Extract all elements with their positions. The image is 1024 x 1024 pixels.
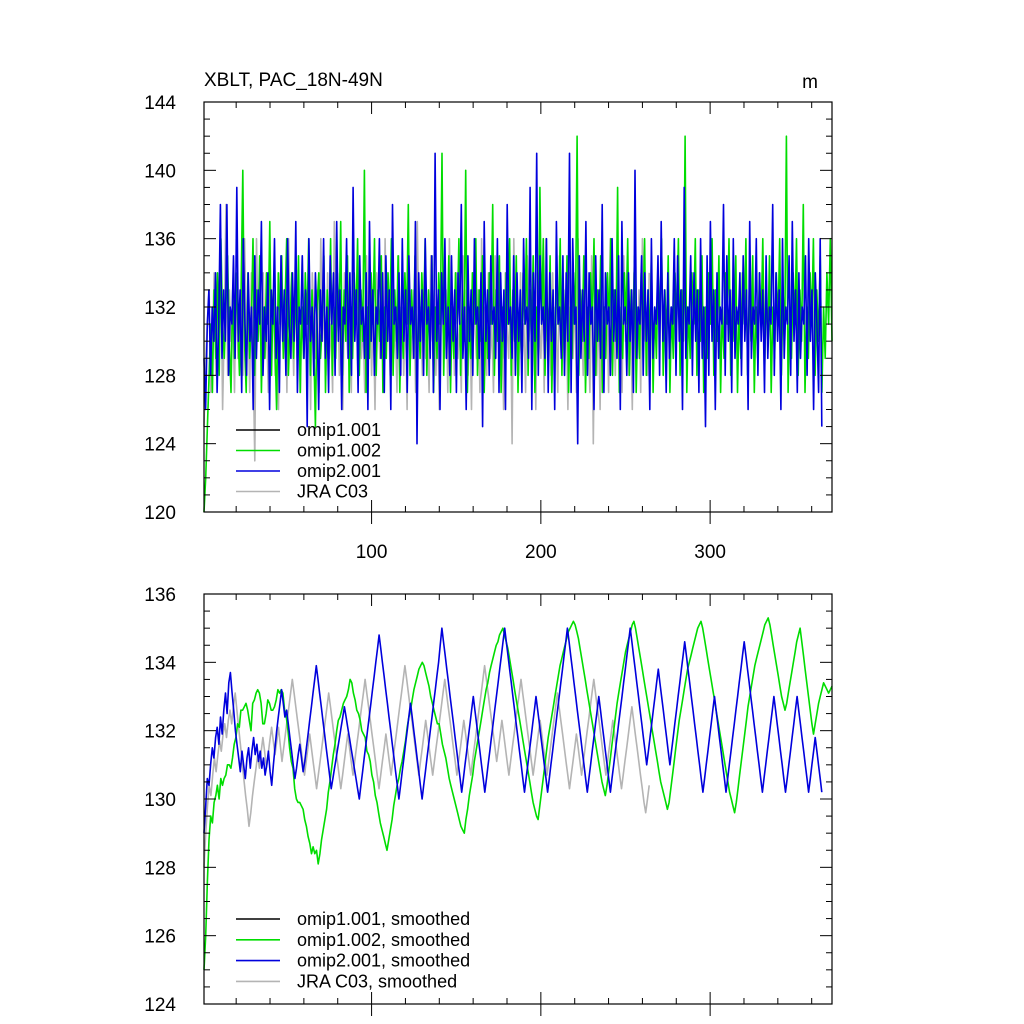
top-xtick-label: 100 — [356, 542, 388, 563]
bottom-legend-label: omip1.002, smoothed — [297, 930, 470, 950]
bottom-ytick-label: 136 — [144, 585, 176, 606]
bottom-plot-frame — [203, 593, 833, 1005]
bottom-legend-label: JRA C03, smoothed — [297, 971, 457, 991]
bottom-ytick-label: 132 — [144, 722, 176, 743]
bottom-ytick-label: 130 — [144, 790, 176, 811]
bottom-ticks: 124 126 128 130 132 134 136 — [144, 585, 832, 1016]
top-panel: XBLT, PAC_18N-49N m 120 124 128 132 136 140 14… — [144, 70, 833, 563]
bottom-ytick-label: 128 — [144, 858, 176, 879]
top-xtick-label: 300 — [694, 542, 726, 563]
top-ytick-label: 120 — [144, 503, 176, 524]
bottom-series-line-3 — [203, 664, 650, 868]
top-ytick-label: 132 — [144, 298, 176, 319]
top-ticks: 120 124 128 132 136 140 144 100 200 300 — [144, 93, 832, 563]
top-legend-label: omip2.001 — [297, 461, 381, 481]
top-series-lines — [203, 135, 833, 513]
bottom-legend-label: omip1.001, smoothed — [297, 909, 470, 929]
top-ytick-label: 128 — [144, 366, 176, 387]
top-ytick-label: 124 — [144, 435, 176, 456]
top-plot-frame — [203, 101, 833, 513]
top-ytick-label: 136 — [144, 230, 176, 251]
top-ytick-label: 144 — [144, 93, 176, 114]
top-series-line-2 — [203, 152, 823, 445]
bottom-ytick-label: 124 — [144, 995, 176, 1016]
top-xtick-label: 200 — [525, 542, 557, 563]
chart-title: XBLT, PAC_18N-49N — [204, 70, 383, 91]
top-ytick-label: 140 — [144, 161, 176, 182]
bottom-series-lines — [203, 617, 833, 970]
bottom-series-line-2 — [203, 627, 823, 834]
units-label: m — [802, 72, 818, 93]
bottom-legend-label: omip2.001, smoothed — [297, 951, 470, 971]
bottom-ytick-label: 134 — [144, 653, 176, 674]
top-legend-label: omip1.002 — [297, 441, 381, 461]
top-legend-label: JRA C03 — [297, 482, 368, 502]
bottom-panel: 124 126 128 130 132 134 136 omip1.001, smoothe… — [144, 585, 833, 1016]
bottom-ytick-label: 126 — [144, 927, 176, 948]
top-legend-label: omip1.001 — [297, 420, 381, 440]
